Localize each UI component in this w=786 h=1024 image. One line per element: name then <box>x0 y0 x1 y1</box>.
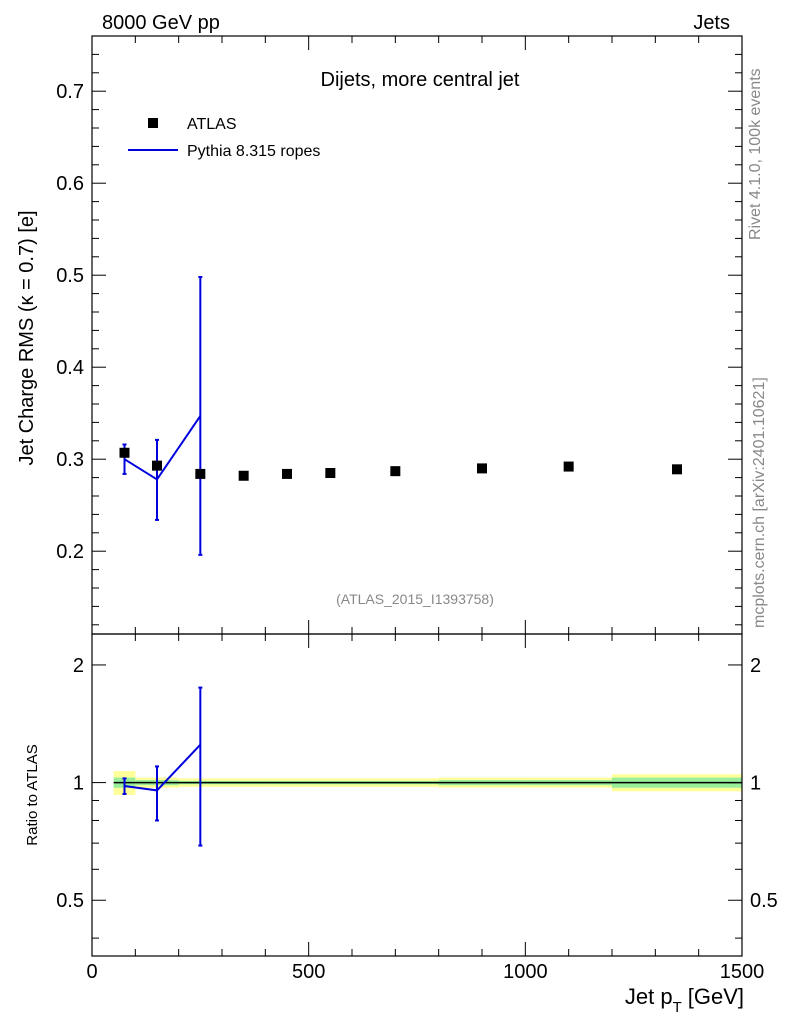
data-point <box>325 468 336 478</box>
x-tick-label: 0 <box>86 961 97 983</box>
legend-mc-label: Pythia 8.315 ropes <box>187 143 320 160</box>
mcplots-text: mcplots.cern.ch [arXiv:2401.10621] <box>751 377 768 628</box>
data-series-main <box>119 447 682 481</box>
main-y-tick-label: 0.3 <box>56 449 84 471</box>
main-x-ticks <box>91 36 743 634</box>
ratio-y-tick-label: 0.5 <box>56 890 84 912</box>
ratio-y-tick-label-right: 1 <box>750 773 761 795</box>
header-right: Jets <box>693 12 730 34</box>
ratio-ylabel: Ratio to ATLAS <box>24 744 41 845</box>
ratio-y-tick-label: 1 <box>73 773 84 795</box>
ratio-y-tick-label-right: 0.5 <box>750 890 778 912</box>
header-left: 8000 GeV pp <box>102 12 220 34</box>
x-tick-label: 1000 <box>503 961 548 983</box>
legend: ATLAS Pythia 8.315 ropes <box>128 116 320 160</box>
main-panel: 0.2 0.3 0.4 0.5 0.6 0.7 Dijets, more central … <box>16 35 743 635</box>
ratio-panel: 0.5 0.5 1 1 2 2 0 500 1000 1500 Ratio to ATLAS J… <box>24 633 778 1016</box>
x-axis-label: Jet pT [GeV] <box>625 984 744 1016</box>
x-axis-label-sub: T <box>673 999 682 1016</box>
main-y-tick-label: 0.6 <box>56 173 84 195</box>
x-tick-label: 500 <box>292 961 325 983</box>
data-point <box>238 470 249 481</box>
data-point <box>672 464 682 475</box>
analysis-id: (ATLAS_2015_I1393758) <box>336 591 494 607</box>
legend-data-marker <box>148 118 158 128</box>
data-point <box>477 463 487 474</box>
ratio-y-ticks: 0.5 0.5 1 1 2 2 <box>56 655 778 939</box>
x-axis-label-unit: [GeV] <box>688 984 744 1009</box>
main-y-ticks: 0.2 0.3 0.4 0.5 0.6 0.7 <box>56 53 742 626</box>
data-point <box>563 461 574 472</box>
x-axis-label-main: Jet p <box>625 984 673 1009</box>
data-point <box>282 468 292 479</box>
main-y-tick-label: 0.4 <box>56 357 84 379</box>
ratio-panel-frame <box>91 633 743 957</box>
main-ylabel: Jet Charge RMS (κ = 0.7) [e] <box>16 210 38 465</box>
main-y-tick-label: 0.2 <box>56 541 84 563</box>
data-point <box>390 466 401 477</box>
main-y-tick-label: 0.7 <box>56 81 84 103</box>
mc-series-main <box>122 276 203 556</box>
data-point <box>195 468 206 479</box>
ratio-y-tick-label-right: 2 <box>750 655 761 677</box>
legend-data-label: ATLAS <box>187 116 237 133</box>
main-y-tick-label: 0.5 <box>56 265 84 287</box>
data-point <box>119 447 130 458</box>
data-point <box>152 460 162 471</box>
rivet-version-text: Rivet 4.1.0, 100k events <box>747 68 764 240</box>
mc-series-ratio <box>122 686 203 847</box>
mc-line <box>123 415 202 481</box>
ratio-x-ticks: 0 500 1000 1500 <box>86 634 764 983</box>
main-title: Dijets, more central jet <box>321 69 520 91</box>
ratio-y-tick-label: 2 <box>73 655 84 677</box>
x-tick-label: 1500 <box>720 961 765 983</box>
